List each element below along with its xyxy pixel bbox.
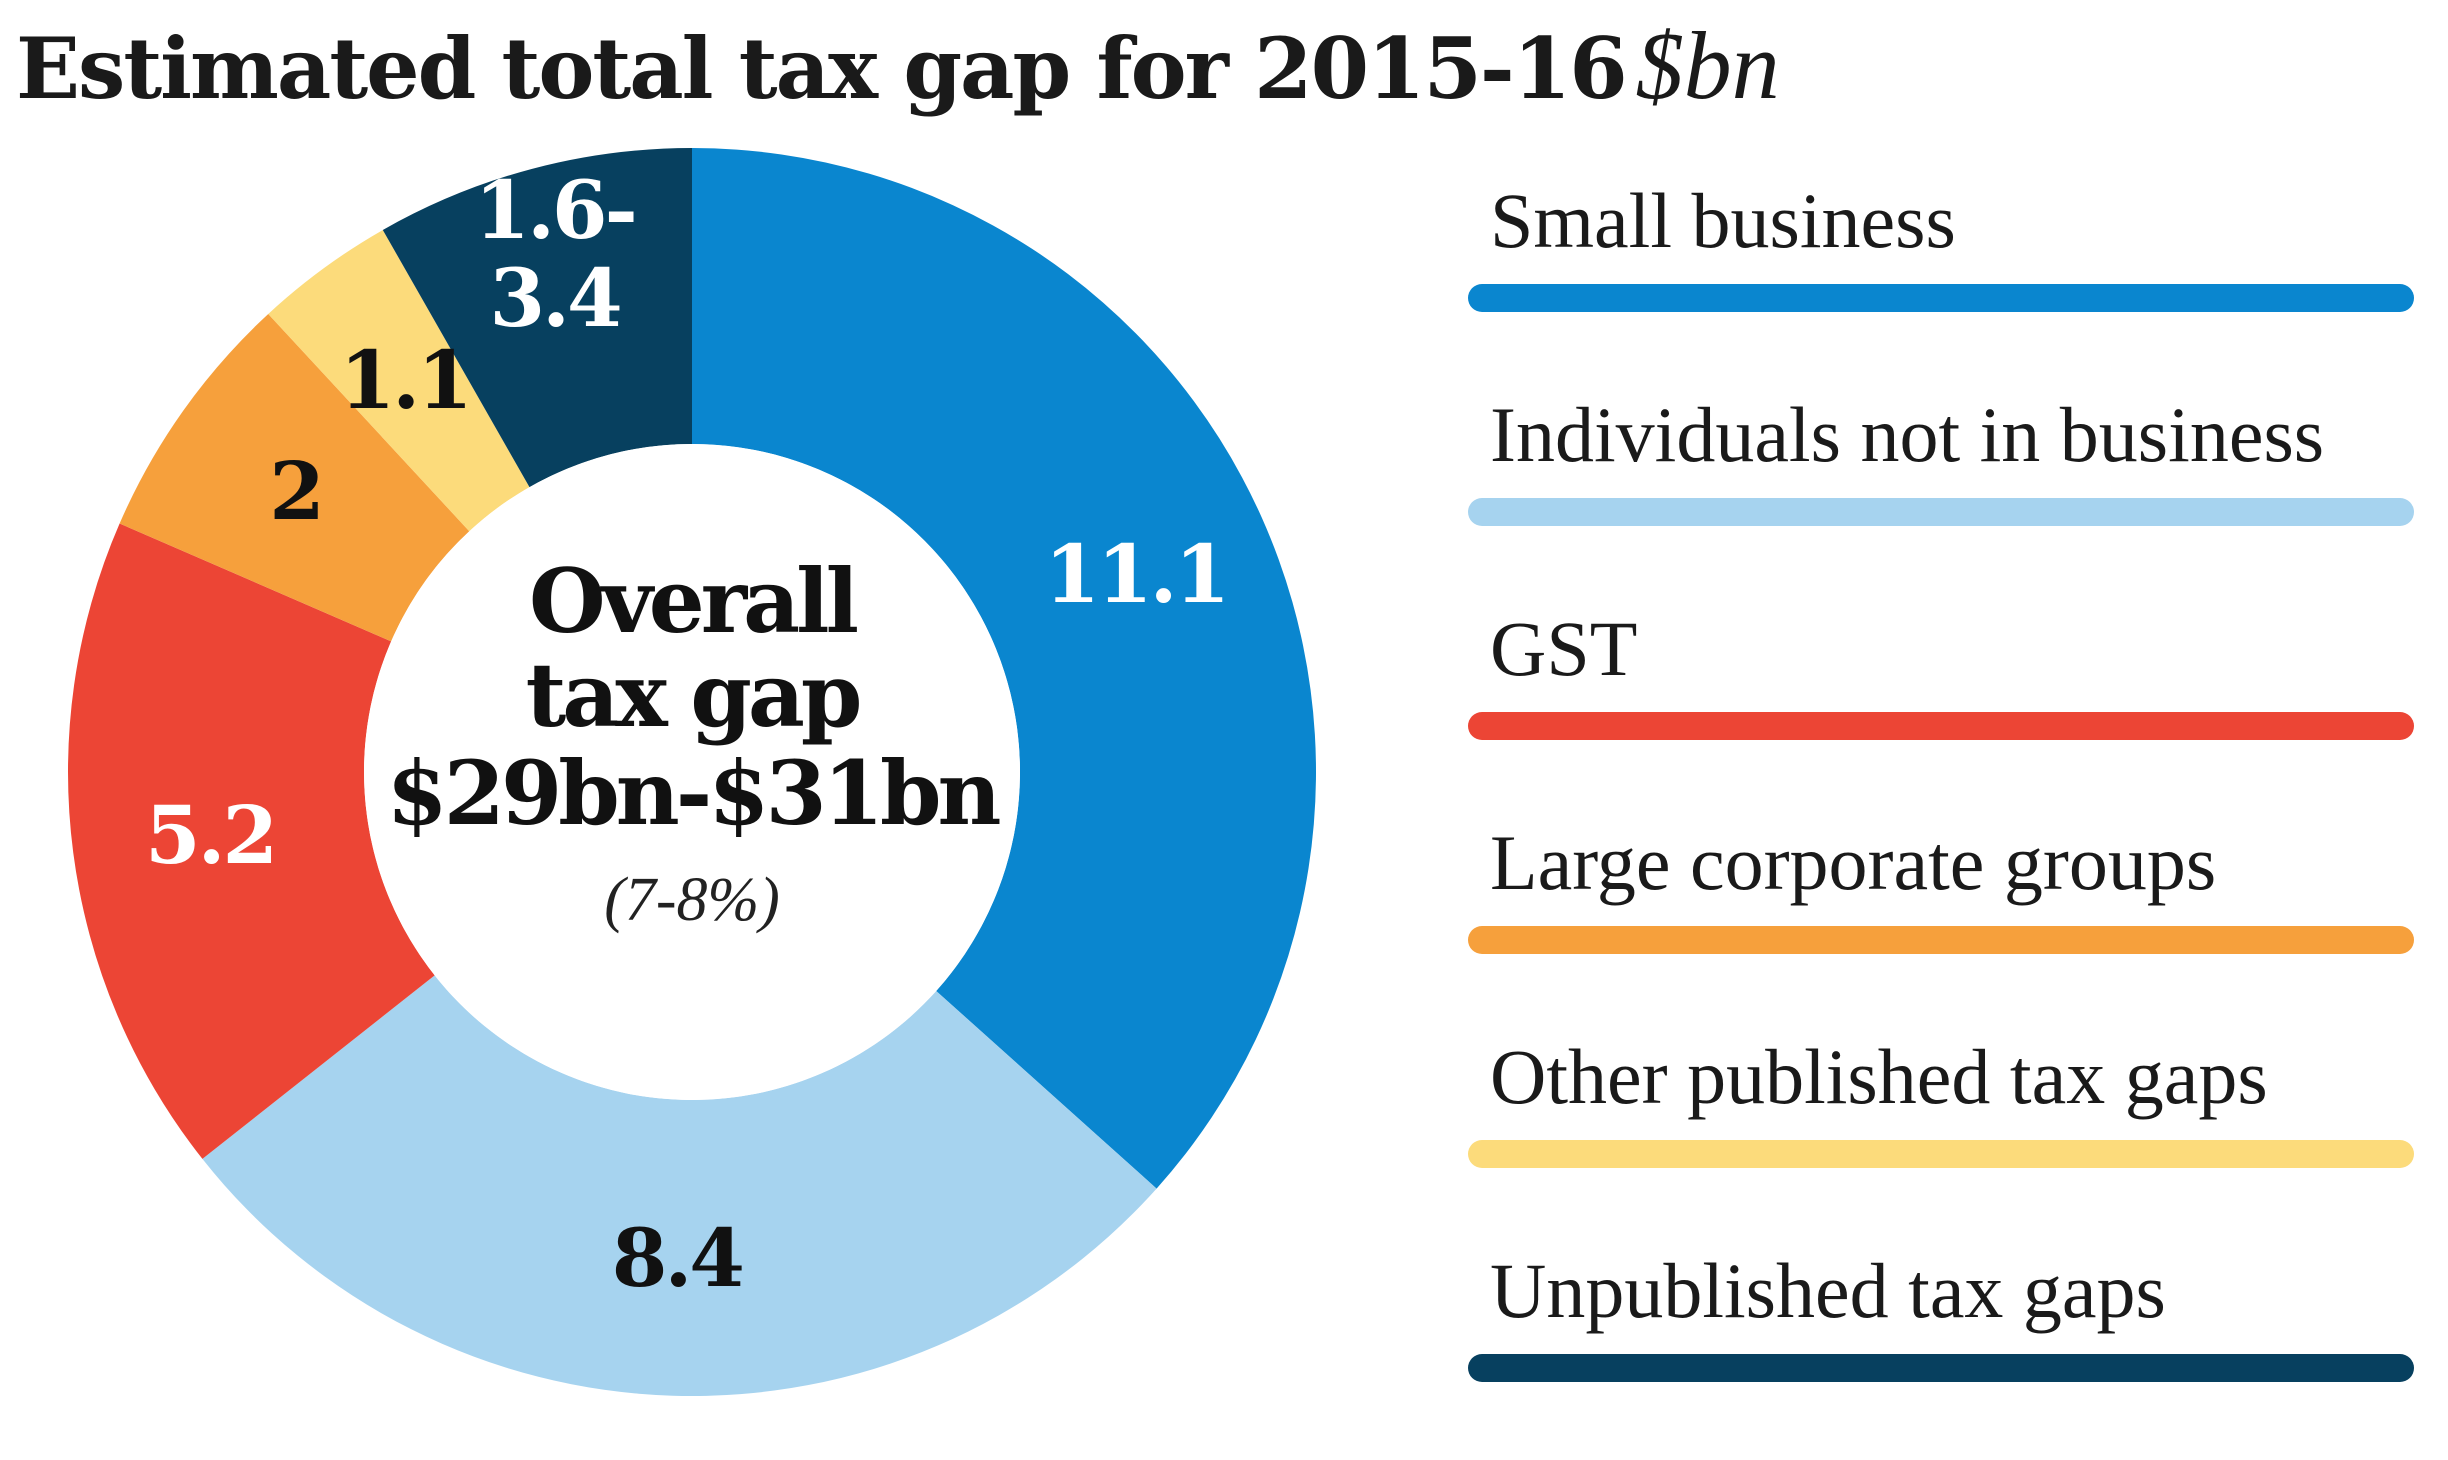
- chart-unit: $bn: [1635, 12, 1780, 119]
- legend-swatch: [1468, 498, 2414, 526]
- slice-label-small-business: 11.1: [1044, 527, 1227, 621]
- center-label-line-1: Overall: [529, 549, 858, 653]
- legend-swatch: [1468, 712, 2414, 740]
- slice-label-gst: 5.2: [145, 788, 275, 882]
- slice-label-unpublished-tax-gaps: 1.6-3.4: [474, 163, 634, 345]
- slice-individuals-not-in-business: [202, 975, 1157, 1396]
- legend-item-individuals-not-in-business: Individuals not in business: [1468, 390, 2414, 604]
- chart-legend: Small business Individuals not in busines…: [1468, 176, 2414, 1460]
- legend-item-large-corporate-groups: Large corporate groups: [1468, 818, 2414, 1032]
- slice-label-large-corporate-groups: 2: [269, 444, 322, 538]
- legend-label: GST: [1490, 605, 1638, 692]
- center-label-line-2: tax gap: [526, 643, 860, 747]
- legend-swatch: [1468, 1140, 2414, 1168]
- slice-unpublished-tax-gaps: [382, 148, 692, 488]
- legend-swatch: [1468, 926, 2414, 954]
- legend-swatch: [1468, 284, 2414, 312]
- legend-item-small-business: Small business: [1468, 176, 2414, 390]
- slice-label-other-published-tax-gaps: 1.1: [340, 333, 470, 427]
- legend-label: Small business: [1490, 177, 1956, 264]
- legend-label: Individuals not in business: [1490, 391, 2325, 478]
- legend-item-other-published-tax-gaps: Other published tax gaps: [1468, 1032, 2414, 1246]
- legend-item-gst: GST: [1468, 604, 2414, 818]
- chart-title: Estimated total tax gap for 2015-16 $bn: [16, 18, 1780, 114]
- center-subtext: (7-8%): [604, 866, 780, 934]
- slice-other-published-tax-gaps: [268, 229, 530, 532]
- legend-label: Unpublished tax gaps: [1490, 1247, 2166, 1334]
- center-label-line-3: $29bn-$31bn: [387, 741, 1000, 845]
- legend-item-unpublished-tax-gaps: Unpublished tax gaps: [1468, 1246, 2414, 1460]
- donut-center-disc: [364, 444, 1020, 1100]
- legend-swatch: [1468, 1354, 2414, 1382]
- legend-label: Other published tax gaps: [1490, 1033, 2268, 1120]
- legend-label: Large corporate groups: [1490, 819, 2217, 906]
- slice-small-business: [692, 148, 1316, 1189]
- slice-large-corporate-groups: [119, 313, 470, 642]
- chart-title-text: Estimated total tax gap for 2015-16: [16, 19, 1628, 118]
- slice-label-individuals-not-in-business: 8.4: [612, 1211, 743, 1305]
- slice-gst: [68, 523, 435, 1159]
